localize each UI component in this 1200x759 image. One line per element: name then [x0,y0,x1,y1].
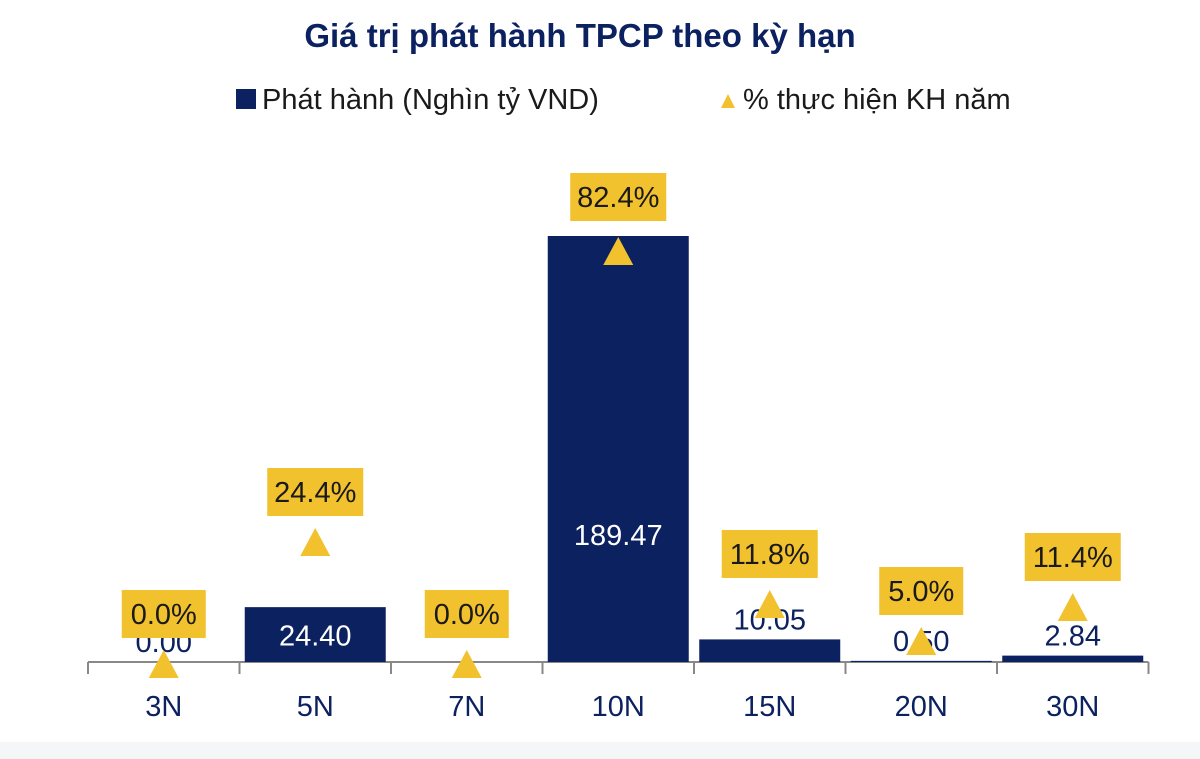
bar [547,236,689,662]
percent-marker [148,650,179,678]
percent-marker [754,590,785,618]
footer-strip [0,742,1200,759]
percent-label: 82.4% [577,182,659,214]
legend: Phát hành (Nghìn tỷ VND) % thực hiện KH … [236,84,1011,116]
percent-label: 0.0% [434,599,500,631]
x-tick-label: 5N [297,691,334,723]
percent-label: 0.0% [131,599,197,631]
x-tick-label: 15N [743,691,796,723]
legend-bar-label: Phát hành (Nghìn tỷ VND) [262,84,599,116]
chart-title: Giá trị phát hành TPCP theo kỳ hạn [304,17,855,54]
bar-value-label: 189.47 [574,520,663,552]
x-tick-label: 30N [1046,691,1099,723]
bar [699,639,841,662]
percent-label-box [721,530,818,578]
bar-value-label: 24.40 [279,621,352,653]
bar [244,607,386,662]
percent-label-box [1024,533,1121,581]
percent-label-box [570,173,667,221]
percent-label: 5.0% [888,576,954,608]
x-tick-label: 7N [448,691,485,723]
x-tick-label: 3N [145,691,182,723]
x-tick-label: 20N [895,691,948,723]
percent-label-box [267,468,364,516]
percent-label-box [879,567,964,615]
percent-label-box [424,590,509,638]
percent-marker [1057,593,1088,621]
percent-label-box [121,590,206,638]
bar [1002,655,1144,662]
percent-label: 11.8% [730,539,810,571]
percent-marker [603,237,634,265]
percent-label: 24.4% [274,477,356,509]
legend-bar-swatch [236,89,256,109]
percent-marker [906,627,937,655]
legend-triangle-swatch [721,94,735,108]
bar-value-label: 2.84 [1045,621,1101,653]
percent-label: 11.4% [1033,542,1113,574]
bar [850,660,992,662]
percent-marker [451,650,482,678]
plot-area: 3N0.005N24.407N10N189.4715N10.0520N0.503… [87,173,1150,723]
percent-marker [300,528,331,556]
x-tick-label: 10N [592,691,645,723]
legend-marker-label: % thực hiện KH năm [743,84,1011,116]
